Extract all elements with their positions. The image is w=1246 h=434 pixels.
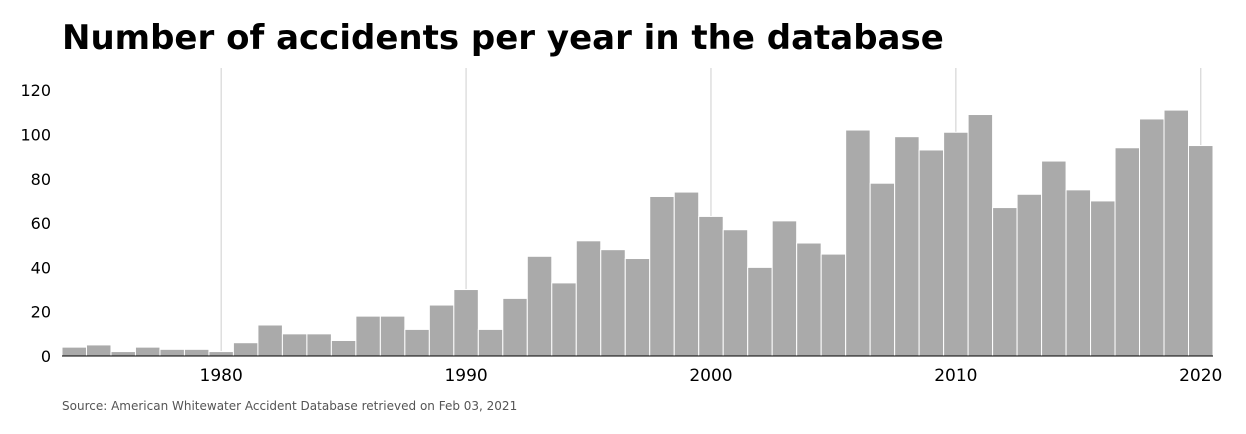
bar-1979 — [183, 348, 210, 357]
bar-2009 — [918, 149, 945, 357]
y-tick-label-100: 100 — [20, 125, 51, 144]
y-tick-label-0: 0 — [41, 347, 51, 366]
bar-2010 — [943, 131, 969, 357]
y-tick-label-20: 20 — [31, 303, 51, 322]
x-tick-label-2000: 2000 — [689, 366, 732, 386]
bar-2008 — [894, 136, 920, 357]
bar-1976 — [110, 351, 136, 357]
bar-1983 — [281, 333, 308, 357]
bar-1995 — [575, 240, 602, 357]
bar-2015 — [1065, 189, 1092, 357]
bar-1980 — [208, 351, 234, 357]
source-note: Source: American Whitewater Accident Dat… — [62, 399, 518, 413]
bar-series — [61, 109, 1214, 357]
bar-1990 — [453, 289, 479, 357]
bar-1977 — [134, 346, 161, 357]
bar-2000 — [698, 215, 724, 357]
x-tick-label-1990: 1990 — [444, 366, 487, 386]
chart-title: Number of accidents per year in the data… — [62, 18, 944, 58]
bar-1984 — [306, 333, 332, 357]
x-tick-label-2020: 2020 — [1179, 366, 1222, 386]
bar-1988 — [404, 328, 430, 357]
bar-2007 — [869, 182, 896, 357]
bar-2014 — [1041, 160, 1067, 357]
bar-2006 — [845, 129, 871, 357]
bar-2012 — [992, 207, 1018, 357]
bar-2020 — [1188, 145, 1214, 357]
x-tick-label-1980: 1980 — [200, 366, 243, 386]
bar-1999 — [673, 191, 700, 357]
bar-2019 — [1163, 109, 1190, 357]
bar-2004 — [796, 242, 822, 357]
y-tick-label-120: 120 — [20, 81, 51, 100]
x-tick-label-2010: 2010 — [934, 366, 977, 386]
y-tick-label-40: 40 — [31, 258, 51, 277]
bar-1982 — [257, 324, 283, 357]
bar-1989 — [428, 304, 455, 357]
bar-2016 — [1090, 200, 1116, 357]
bar-1985 — [330, 339, 357, 357]
y-axis-ticks: 0 20 40 60 80 100 120 — [20, 81, 51, 366]
bar-2011 — [967, 114, 994, 357]
bar-2002 — [747, 266, 773, 357]
bar-2003 — [771, 220, 798, 357]
bar-2005 — [820, 253, 847, 357]
bar-1975 — [85, 344, 112, 357]
bar-2001 — [722, 229, 749, 357]
bar-2018 — [1139, 118, 1165, 357]
bar-1974 — [61, 346, 87, 357]
bar-2013 — [1016, 193, 1043, 357]
bar-1996 — [600, 249, 626, 357]
bar-2017 — [1114, 147, 1141, 357]
bar-1997 — [624, 258, 651, 357]
bar-1987 — [379, 315, 406, 357]
x-axis-ticks: 1980 1990 2000 2010 2020 — [200, 366, 1223, 386]
bar-1993 — [526, 255, 553, 357]
bar-1978 — [159, 348, 185, 357]
bar-1991 — [477, 328, 504, 357]
bar-1998 — [649, 195, 675, 357]
bar-1992 — [502, 297, 528, 357]
bar-1994 — [551, 282, 577, 357]
y-tick-label-80: 80 — [31, 170, 51, 189]
bar-1986 — [355, 315, 381, 357]
y-tick-label-60: 60 — [31, 214, 51, 233]
bar-1981 — [232, 342, 259, 357]
